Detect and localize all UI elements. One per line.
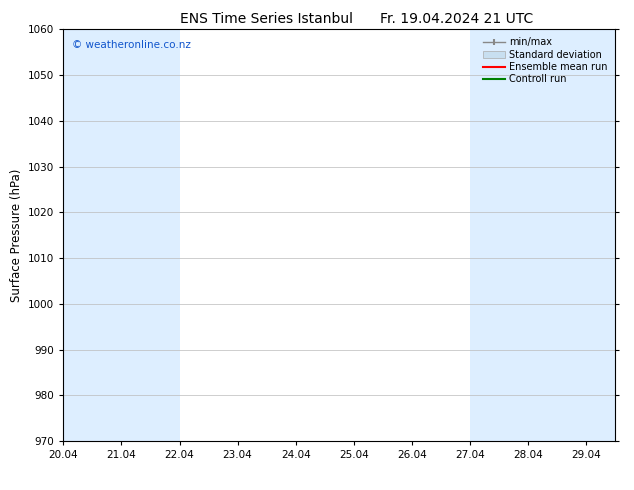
Text: ENS Time Series Istanbul: ENS Time Series Istanbul xyxy=(180,12,353,26)
Bar xyxy=(63,29,179,441)
Text: Fr. 19.04.2024 21 UTC: Fr. 19.04.2024 21 UTC xyxy=(380,12,533,26)
Y-axis label: Surface Pressure (hPa): Surface Pressure (hPa) xyxy=(10,169,23,302)
Text: © weatheronline.co.nz: © weatheronline.co.nz xyxy=(72,40,191,49)
Bar xyxy=(470,29,615,441)
Legend: min/max, Standard deviation, Ensemble mean run, Controll run: min/max, Standard deviation, Ensemble me… xyxy=(481,34,610,87)
